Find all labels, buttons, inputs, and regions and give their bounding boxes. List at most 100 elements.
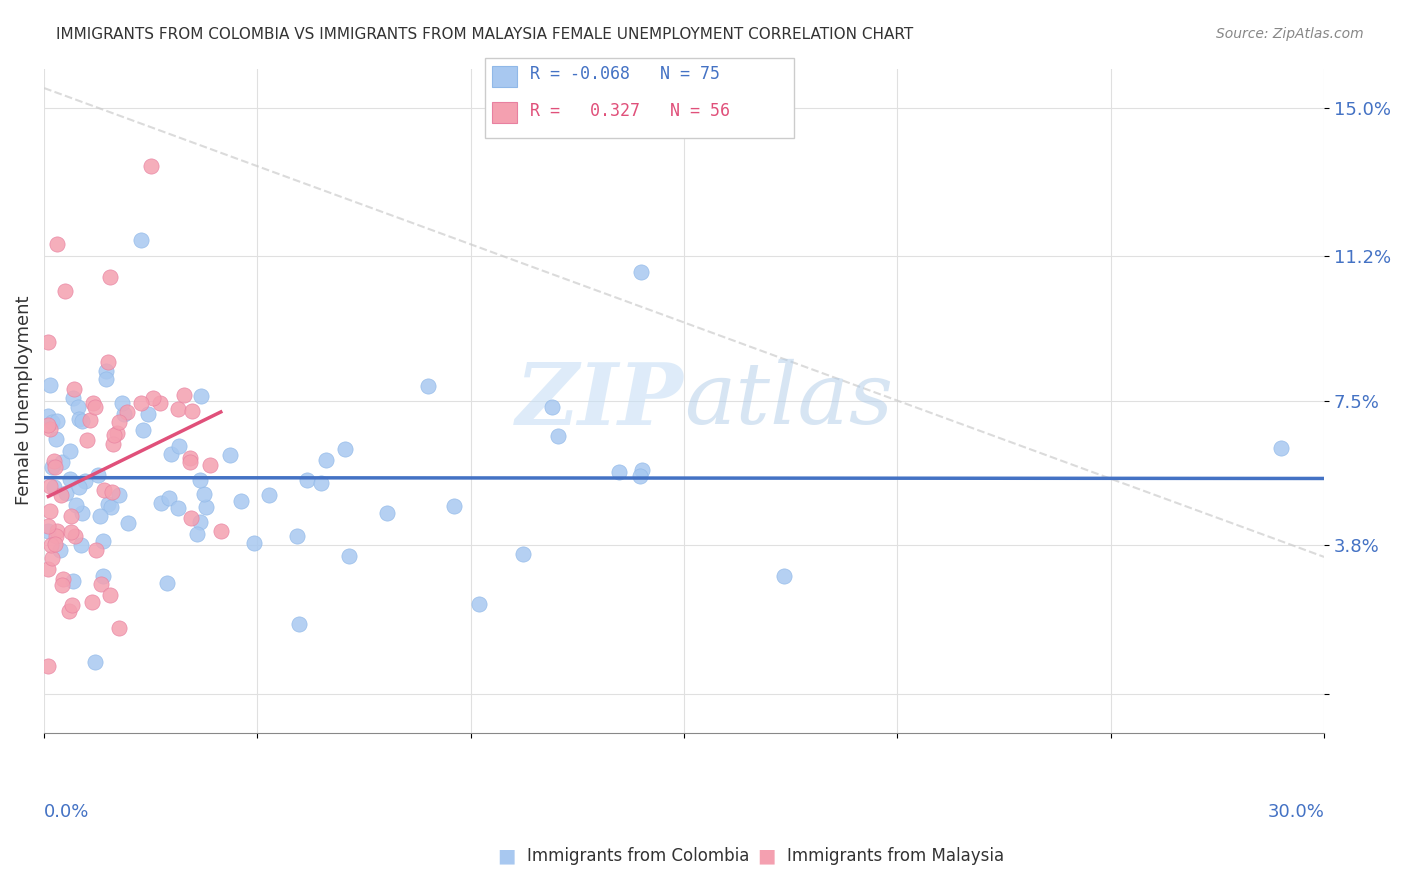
Point <box>59 524 82 539</box>
Point <box>115 405 138 419</box>
Point <box>45 237 67 252</box>
Point <box>167 439 190 453</box>
Point <box>37 519 59 533</box>
Point <box>315 453 337 467</box>
Point <box>59 444 82 458</box>
Point <box>70 506 93 520</box>
Point <box>257 488 280 502</box>
Point <box>139 159 162 173</box>
Point <box>84 543 107 558</box>
Point <box>39 504 62 518</box>
Point <box>82 595 104 609</box>
Point <box>51 455 73 469</box>
Point <box>188 473 211 487</box>
Point <box>179 451 201 466</box>
Text: Immigrants from Colombia: Immigrants from Colombia <box>527 847 749 865</box>
Point <box>98 588 121 602</box>
Point <box>112 407 135 421</box>
Point <box>46 414 69 428</box>
Text: R =   0.327   N = 56: R = 0.327 N = 56 <box>530 103 730 120</box>
Point <box>443 500 465 514</box>
Point <box>100 270 122 285</box>
Point <box>91 533 114 548</box>
Text: 30.0%: 30.0% <box>1267 803 1324 822</box>
Point <box>179 455 201 469</box>
Point <box>41 460 63 475</box>
Point <box>157 491 180 505</box>
Point <box>46 524 69 538</box>
Point <box>149 496 172 510</box>
Point <box>173 387 195 401</box>
Point <box>82 395 104 409</box>
Point <box>67 412 90 426</box>
Point <box>108 487 131 501</box>
Point <box>167 402 190 417</box>
Point <box>62 391 84 405</box>
Point <box>540 400 562 414</box>
Point <box>59 508 82 523</box>
Point <box>194 500 217 514</box>
Point <box>468 597 491 611</box>
Point <box>100 484 122 499</box>
Point <box>90 577 112 591</box>
Point <box>101 437 124 451</box>
Point <box>60 598 83 612</box>
Point <box>45 529 67 543</box>
Point <box>41 415 63 429</box>
Point <box>39 377 62 392</box>
Point <box>91 568 114 582</box>
Point <box>166 500 188 515</box>
Point <box>52 572 75 586</box>
Y-axis label: Female Unemployment: Female Unemployment <box>15 296 32 506</box>
Point <box>84 656 107 670</box>
Text: IMMIGRANTS FROM COLOMBIA VS IMMIGRANTS FROM MALAYSIA FEMALE UNEMPLOYMENT CORRELA: IMMIGRANTS FROM COLOMBIA VS IMMIGRANTS F… <box>56 27 914 42</box>
Point <box>142 391 165 405</box>
Point <box>631 463 654 477</box>
Point <box>39 479 62 493</box>
Point <box>97 497 120 511</box>
Point <box>630 265 652 279</box>
Point <box>160 447 183 461</box>
Point <box>295 473 318 487</box>
Point <box>93 483 115 497</box>
Text: 0.0%: 0.0% <box>44 803 90 822</box>
Point <box>156 575 179 590</box>
Point <box>39 538 62 552</box>
Point <box>37 562 59 576</box>
Point <box>547 428 569 442</box>
Point <box>79 413 101 427</box>
Point <box>49 488 72 502</box>
Point <box>59 472 82 486</box>
Point <box>136 407 159 421</box>
Point <box>41 551 63 566</box>
Point <box>243 536 266 550</box>
Text: atlas: atlas <box>685 359 893 442</box>
Point <box>186 527 208 541</box>
Text: R = -0.068   N = 75: R = -0.068 N = 75 <box>530 65 720 83</box>
Point <box>65 529 87 543</box>
Point <box>209 524 232 538</box>
Point <box>70 414 93 428</box>
Point <box>89 509 111 524</box>
Point <box>132 423 155 437</box>
Point <box>38 422 60 436</box>
Point <box>100 500 122 514</box>
Point <box>94 372 117 386</box>
Point <box>55 486 77 500</box>
Point <box>62 574 84 588</box>
Point <box>377 506 399 520</box>
Point <box>49 543 72 558</box>
Point <box>97 355 120 369</box>
Text: ZIP: ZIP <box>516 359 685 442</box>
Point <box>609 466 631 480</box>
Point <box>67 480 90 494</box>
Point <box>309 475 332 490</box>
Point <box>58 604 80 618</box>
Point <box>45 432 67 446</box>
Point <box>1270 441 1292 455</box>
Point <box>108 415 131 429</box>
Point <box>111 396 134 410</box>
Point <box>63 382 86 396</box>
Point <box>512 547 534 561</box>
Point <box>42 454 65 468</box>
